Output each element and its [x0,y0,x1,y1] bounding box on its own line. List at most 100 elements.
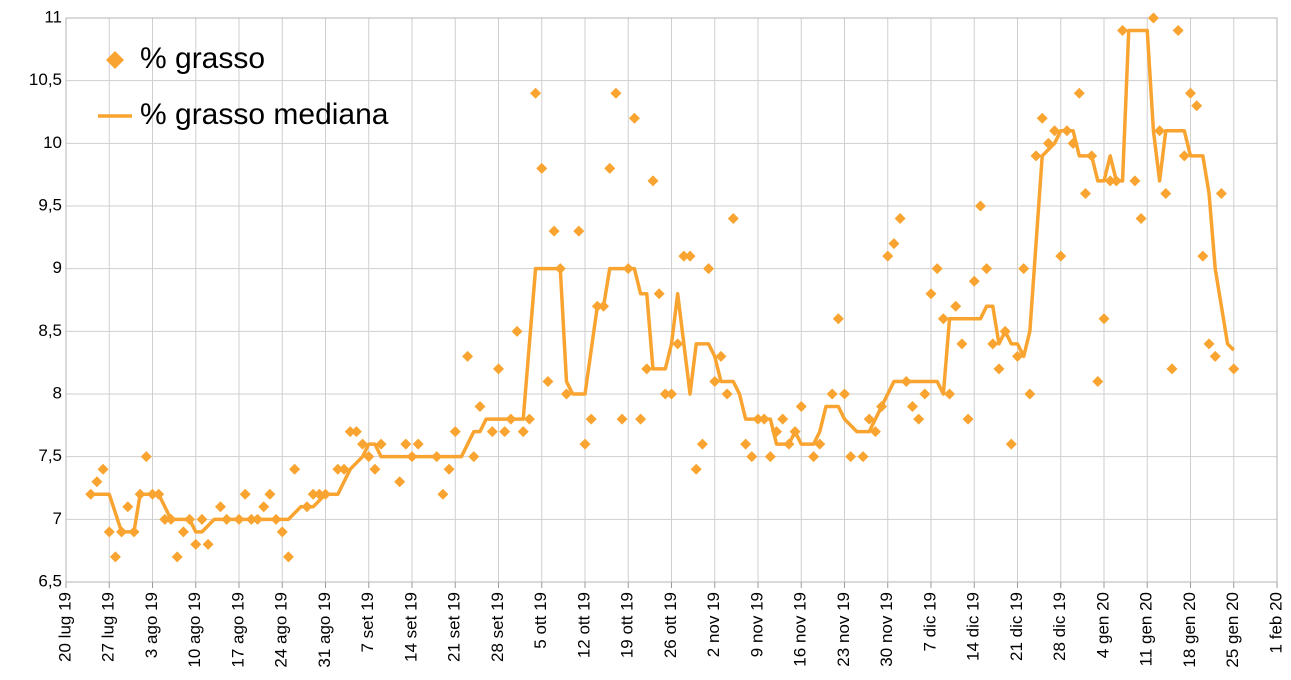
x-tick-label: 21 set 19 [445,592,464,662]
data-point [1036,112,1048,124]
data-point [814,438,826,450]
data-point [1197,250,1209,262]
data-point [678,250,690,262]
data-point [857,451,869,463]
x-tick-label: 28 dic 19 [1050,592,1069,661]
x-tick-label: 28 set 19 [488,592,507,662]
data-point [511,325,523,337]
data-point [906,401,918,413]
data-point [1030,150,1042,162]
data-point [103,526,115,538]
y-tick-label: 8 [53,383,62,402]
data-point [1178,150,1190,162]
data-point [363,451,375,463]
data-point [159,513,171,525]
data-point [1135,213,1147,225]
data-point [1005,438,1017,450]
x-tick-label: 30 nov 19 [877,592,896,667]
data-point [375,438,387,450]
data-point [653,288,665,300]
data-point [1185,87,1196,99]
data-point [1215,187,1227,199]
x-tick-label: 10 ago 19 [185,592,204,668]
data-point [610,87,622,99]
data-point [1073,87,1085,99]
data-point [350,426,362,438]
data-point [937,313,949,325]
data-point [542,375,554,387]
data-point [357,438,369,450]
data-point [264,488,276,500]
data-point [536,162,548,174]
y-tick-label: 9,5 [38,195,62,214]
data-point [97,463,109,475]
legend-symbol [106,51,124,69]
x-tick-label: 27 lug 19 [99,592,118,662]
data-point [672,338,684,350]
data-point [307,488,319,500]
data-point [863,413,875,425]
data-point [715,350,727,362]
y-tick-label: 7,5 [38,446,62,465]
data-point [474,401,486,413]
data-point [1154,125,1166,137]
data-point [721,388,733,400]
data-point [974,200,986,212]
data-point [888,238,900,250]
x-tick-label: 21 dic 19 [1007,592,1026,661]
data-point [344,426,356,438]
plot-frame [65,17,1278,583]
x-tick-label: 2 nov 19 [704,592,723,657]
data-point [462,350,474,362]
data-point [635,413,647,425]
data-point [931,263,943,275]
data-point [641,363,653,375]
data-point [1049,125,1061,137]
data-point [548,225,560,237]
data-point [987,338,999,350]
data-point [499,426,511,438]
x-tick-label: 19 ott 19 [618,592,637,658]
data-point [839,388,850,400]
data-point [1160,187,1172,199]
data-point [882,250,894,262]
x-tick-label: 12 ott 19 [574,592,593,658]
y-tick-label: 10 [43,133,62,152]
x-tick-label: 1 feb 20 [1266,592,1285,653]
x-tick-label: 26 ott 19 [661,592,680,658]
data-point [443,463,455,475]
data-point [530,87,542,99]
data-point [628,112,640,124]
data-point [795,401,807,413]
data-point [944,388,956,400]
data-point [468,451,480,463]
data-point [412,438,424,450]
y-tick-label: 10,5 [29,70,62,89]
y-tick-label: 11 [44,7,62,26]
data-point [1018,263,1030,275]
data-point [659,388,671,400]
data-point [91,476,103,488]
x-tick-label: 31 ago 19 [315,592,334,668]
data-point [493,363,504,375]
data-point [1092,375,1104,387]
y-tick-label: 9 [53,258,62,277]
data-point [913,413,925,425]
x-tick-label: 3 ago 19 [142,592,161,658]
data-point [1079,187,1091,199]
x-tick-label: 16 nov 19 [791,592,810,667]
data-point [709,375,721,387]
data-point [1203,338,1215,350]
y-tick-label: 7 [53,509,62,528]
data-point [369,463,381,475]
legend-label: % grasso mediana [140,98,389,131]
data-point [869,426,881,438]
x-tick-label: 4 gen 20 [1093,592,1112,658]
x-tick-label: 24 ago 19 [272,592,291,668]
data-point [196,513,208,525]
data-point [1129,175,1141,187]
data-point [573,225,585,237]
data-point [746,451,758,463]
